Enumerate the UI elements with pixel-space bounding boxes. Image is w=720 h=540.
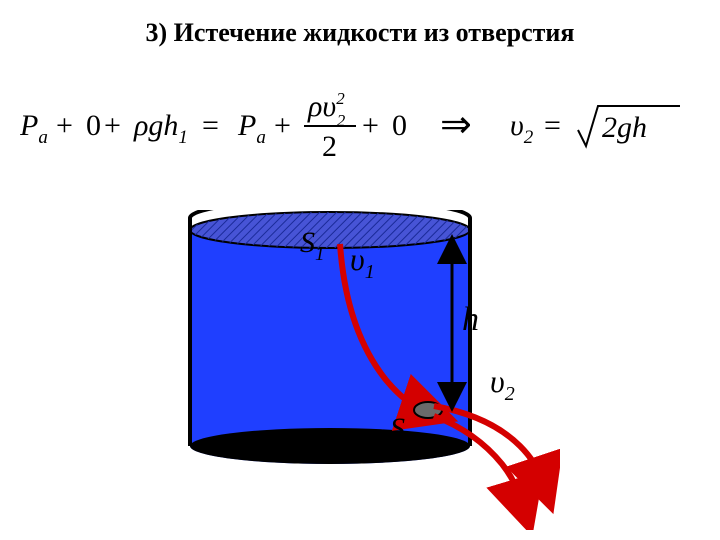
eq-plus3: + — [274, 109, 291, 142]
diagram-svg: S1 υ1 h S2 υ2 — [160, 210, 560, 530]
fluid-outflow-diagram: S1 υ1 h S2 υ2 — [160, 210, 560, 530]
bernoulli-equation: Pa + 0 + ρgh1 = Pa + ρυ22 2 + 0 ⇒ υ2 = 2… — [20, 80, 700, 175]
eq-frac-den: 2 — [322, 130, 337, 163]
eq-plus1: + — [56, 109, 73, 142]
eq-zero1: 0 — [86, 109, 101, 142]
eq-rhogh1: ρgh1 — [133, 109, 188, 148]
water-surface-hatch — [190, 212, 470, 248]
container-base — [190, 428, 470, 464]
label-v2: υ2 — [490, 363, 515, 405]
eq-equals2: = — [544, 109, 561, 142]
eq-implies: ⇒ — [440, 104, 472, 146]
equation-svg: Pa + 0 + ρgh1 = Pa + ρυ22 2 + 0 ⇒ υ2 = 2… — [20, 80, 700, 170]
eq-Pa2: Pa — [237, 109, 266, 148]
eq-plus4: + — [362, 109, 379, 142]
eq-sqrt-inner: 2gh — [602, 111, 647, 144]
label-h: h — [462, 301, 479, 338]
eq-equals1: = — [202, 109, 219, 142]
page-title: 3) Истечение жидкости из отверстия — [0, 18, 720, 48]
eq-Pa: Pa — [20, 109, 48, 148]
eq-frac-num: ρυ22 — [307, 89, 346, 130]
eq-v2: υ2 — [510, 109, 534, 148]
eq-plus2: + — [104, 109, 121, 142]
eq-zero2: 0 — [392, 109, 407, 142]
